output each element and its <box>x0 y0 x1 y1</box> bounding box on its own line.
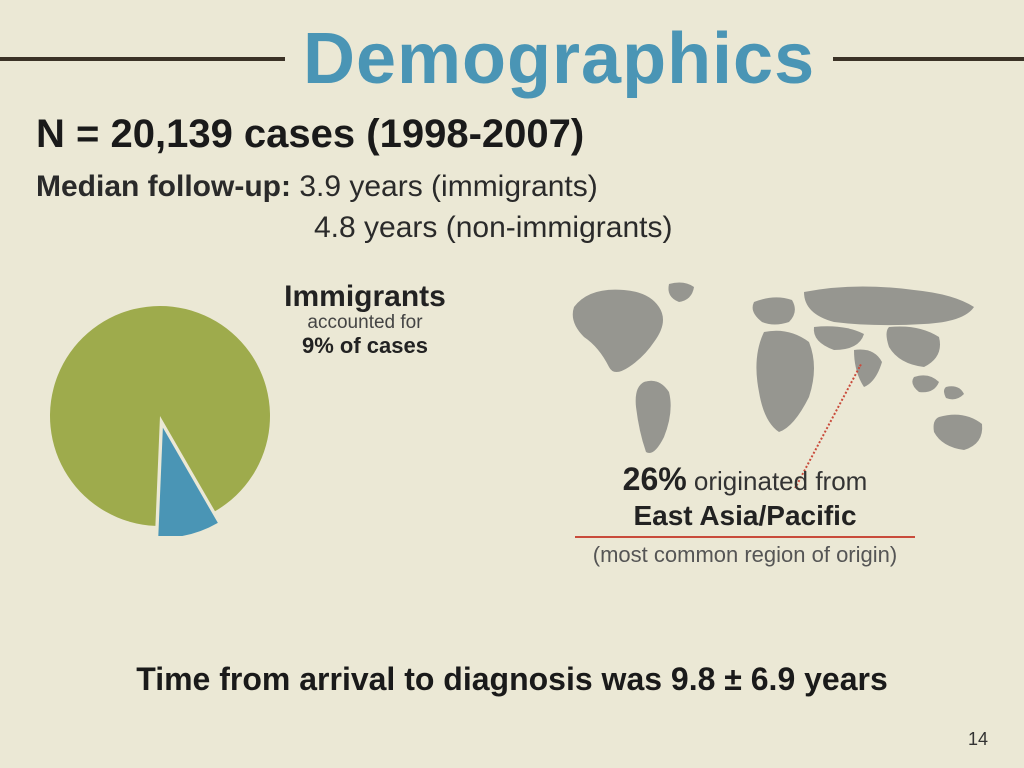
followup-nonimmigrants: 4.8 years (non-immigrants) <box>314 211 672 244</box>
world-map <box>554 272 994 477</box>
cases-count: N = 20,139 cases (1998-2007) <box>36 112 1024 157</box>
title-row: Demographics <box>0 0 1024 100</box>
origin-note: (most common region of origin) <box>530 542 960 568</box>
page-number: 14 <box>968 729 988 750</box>
origin-callout: 26% originated from East Asia/Pacific (m… <box>530 461 960 568</box>
pie-callout: Immigrants accounted for 9% of cases <box>250 280 480 359</box>
followup-immigrants: 3.9 years (immigrants) <box>299 170 597 203</box>
origin-underline <box>575 536 915 538</box>
slide-title: Demographics <box>285 18 833 100</box>
pie-callout-line1: Immigrants <box>250 280 480 314</box>
origin-line1: 26% originated from <box>530 461 960 498</box>
title-rule-right <box>833 57 1024 61</box>
followup-block: Median follow-up: 3.9 years (immigrants)… <box>36 167 1024 248</box>
title-rule-left <box>0 57 285 61</box>
pie-callout-line2: accounted for <box>250 312 480 334</box>
bottom-stat: Time from arrival to diagnosis was 9.8 ±… <box>0 661 1024 698</box>
origin-suffix: originated from <box>687 466 868 496</box>
mid-content: Immigrants accounted for 9% of cases 26%… <box>0 266 1024 596</box>
origin-percent: 26% <box>623 461 687 497</box>
pie-chart <box>40 296 280 541</box>
origin-region: East Asia/Pacific <box>530 500 960 532</box>
pie-callout-line3: 9% of cases <box>250 333 480 359</box>
followup-label: Median follow-up: <box>36 170 291 203</box>
